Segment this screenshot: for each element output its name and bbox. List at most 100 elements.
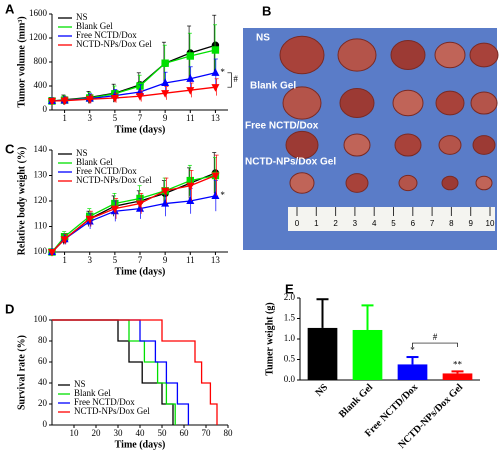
- bracket: [412, 342, 458, 348]
- annotation: **: [453, 359, 463, 369]
- marker: [211, 84, 220, 92]
- y-tick-label: 0: [43, 104, 48, 114]
- tumor: [398, 174, 418, 192]
- tumor: [438, 135, 462, 155]
- marker: [211, 191, 220, 199]
- legend-label: Blank Gel: [76, 21, 113, 31]
- x-tick-label: 13: [211, 255, 221, 265]
- marker: [135, 204, 145, 212]
- y-tick-label: 0: [43, 419, 48, 429]
- survival-line: [52, 319, 218, 425]
- panel-label: B: [262, 3, 271, 18]
- ruler-label: 4: [372, 219, 377, 228]
- x-tick-label: 1: [62, 255, 67, 265]
- y-tick-label: 800: [34, 56, 48, 66]
- ruler-label: 0: [295, 219, 300, 228]
- ruler-label: 8: [449, 219, 454, 228]
- y-tick-label: 130: [34, 170, 48, 180]
- tumor: [279, 35, 325, 75]
- panel-label: C: [5, 141, 15, 156]
- y-tick-label: 1.5: [284, 313, 296, 323]
- tumor: [390, 40, 426, 70]
- marker: [186, 196, 195, 205]
- x-tick-label: 30: [114, 428, 124, 438]
- tumor: [394, 133, 422, 157]
- ruler-label: 10: [486, 219, 495, 228]
- line: [51, 86, 216, 102]
- tumor: [472, 135, 496, 155]
- marker: [161, 78, 170, 87]
- marker: [161, 198, 170, 207]
- x-tick-label: 9: [163, 113, 168, 123]
- tumor: [345, 173, 369, 193]
- legend-label: NS: [74, 379, 86, 389]
- y-tick-label: 20: [38, 398, 48, 408]
- tumor: [441, 175, 459, 191]
- marker: [60, 97, 69, 106]
- bracket: [227, 72, 232, 88]
- y-tick-label: 1.0: [284, 333, 296, 343]
- x-tick-label: 7: [138, 255, 143, 265]
- marker: [161, 187, 170, 196]
- tumor: [392, 89, 424, 117]
- marker: [135, 93, 145, 101]
- tumor: [469, 42, 499, 68]
- tumor: [337, 38, 377, 72]
- tumor: [343, 133, 371, 157]
- tumor: [339, 88, 375, 118]
- y-tick-label: 2.0: [284, 292, 296, 302]
- x-tick-label: 11: [186, 113, 195, 123]
- ruler-label: 9: [468, 219, 473, 228]
- legend-label: NCTD-NPs/Dox Gel: [76, 175, 152, 185]
- photo-label: NS: [256, 33, 270, 44]
- y-tick-label: 120: [34, 195, 48, 205]
- x-tick-label: 80: [224, 428, 234, 438]
- x-tick-label: 1: [62, 113, 67, 123]
- ruler-label: 6: [411, 219, 416, 228]
- legend-label: NCTD-NPs/Dox Gel: [74, 406, 150, 416]
- line: [51, 174, 216, 253]
- marker: [211, 172, 220, 181]
- x-tick-label: NS: [313, 382, 330, 399]
- panel-label: E: [285, 281, 294, 296]
- tumor: [470, 91, 498, 115]
- y-axis-title: Relative body weight (%): [16, 147, 27, 256]
- y-tick-label: 400: [34, 80, 48, 90]
- ruler-label: 1: [314, 219, 319, 228]
- tumor: [282, 86, 322, 120]
- bar: [442, 373, 473, 380]
- legend-label: Free NCTD/Dox: [76, 30, 137, 40]
- y-tick-label: 80: [38, 335, 48, 345]
- tumor: [434, 41, 466, 69]
- y-tick-label: 1200: [29, 32, 48, 42]
- marker: [110, 94, 119, 103]
- marker: [211, 68, 220, 76]
- y-tick-label: 1600: [29, 8, 48, 18]
- marker: [186, 87, 195, 95]
- x-tick-label: 10: [70, 428, 80, 438]
- ruler-label: 5: [391, 219, 396, 228]
- marker: [161, 90, 170, 98]
- annotation: *: [220, 190, 225, 200]
- annotation: #: [233, 74, 238, 84]
- y-tick-label: 60: [38, 356, 48, 366]
- marker: [135, 200, 145, 209]
- x-axis-title: Time (days): [115, 266, 166, 277]
- x-tick-label: 13: [211, 113, 221, 123]
- legend-label: NCTD-NPs/Dox Gel: [76, 39, 152, 49]
- x-tick-label: 3: [87, 255, 92, 265]
- x-tick-label: 5: [113, 255, 118, 265]
- legend-label: Blank Gel: [76, 157, 113, 167]
- y-axis-title: Tumer weight (g): [264, 302, 275, 375]
- legend-label: NS: [76, 148, 88, 158]
- panel-label: A: [5, 1, 15, 16]
- legend-label: Free NCTD/Dox: [76, 166, 137, 176]
- x-tick-label: 50: [158, 428, 168, 438]
- photo-label: Blank Gel: [250, 81, 296, 92]
- x-tick-label: 70: [202, 428, 212, 438]
- bar: [397, 364, 428, 380]
- panel-label: D: [5, 301, 14, 316]
- photo-label: Free NCTD/Dox: [245, 121, 319, 132]
- ruler-label: 7: [430, 219, 435, 228]
- marker: [47, 97, 57, 106]
